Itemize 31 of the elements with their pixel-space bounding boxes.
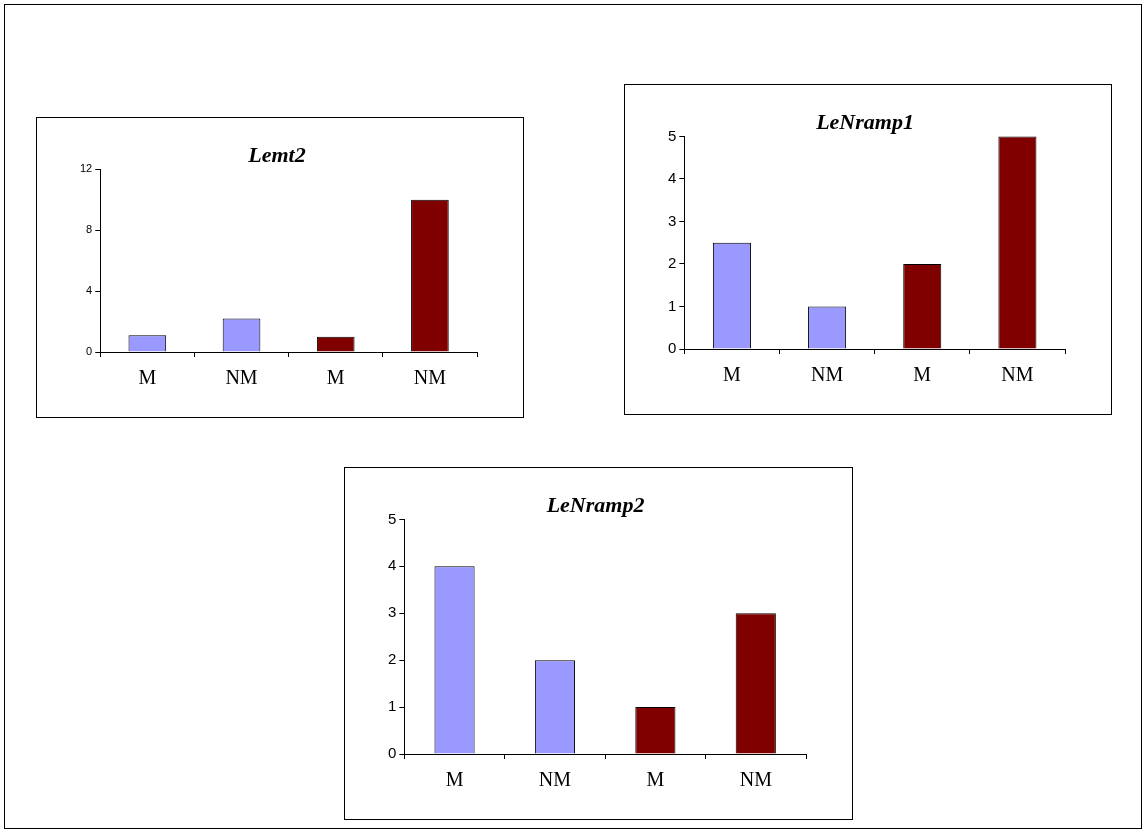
x-tick-label: M xyxy=(445,768,464,791)
y-tick-label: 0 xyxy=(668,339,677,357)
y-tick-label: 4 xyxy=(388,556,397,574)
y-tick-label: 0 xyxy=(86,345,93,358)
x-tick-label: M xyxy=(913,363,932,386)
x-tick-label: M xyxy=(138,366,157,389)
y-tick-label: 2 xyxy=(388,650,397,668)
chart-title: LeNramp2 xyxy=(545,491,645,517)
chart-title: Lemt2 xyxy=(247,141,306,167)
y-tick-label: 4 xyxy=(668,169,677,187)
y-tick-label: 1 xyxy=(388,697,397,715)
x-tick-label: M xyxy=(723,363,742,386)
y-tick-label: 12 xyxy=(79,162,93,175)
x-tick-label: NM xyxy=(413,366,447,389)
y-tick-label: 3 xyxy=(668,211,677,229)
y-tick-label: 8 xyxy=(86,223,93,236)
x-tick-label: NM xyxy=(739,768,773,791)
x-tick-label: M xyxy=(646,768,665,791)
x-tick-label: NM xyxy=(810,363,844,386)
y-tick-label: 3 xyxy=(388,603,397,621)
x-tick-label: NM xyxy=(1001,363,1034,386)
y-tick-label: 5 xyxy=(388,509,397,527)
y-tick-label: 5 xyxy=(668,126,677,144)
x-tick-label: M xyxy=(326,366,345,389)
y-tick-label: 2 xyxy=(668,254,677,272)
x-tick-label: NM xyxy=(225,366,258,389)
chart-title: LeNramp1 xyxy=(815,108,914,134)
y-tick-label: 1 xyxy=(668,296,677,314)
x-tick-label: NM xyxy=(538,768,572,791)
y-tick-label: 4 xyxy=(86,284,93,297)
y-tick-label: 0 xyxy=(388,744,397,762)
